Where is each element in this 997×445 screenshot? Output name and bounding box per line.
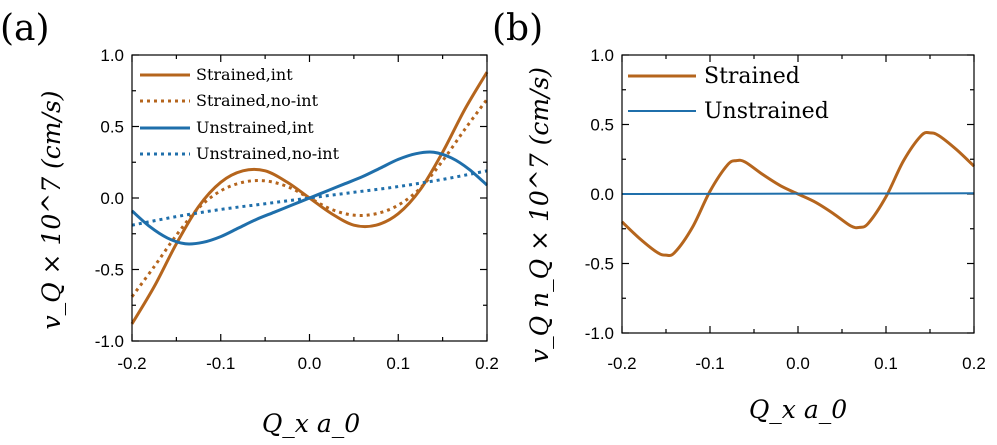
panel-a-ytick-label: -1.0 [95,332,124,351]
panel-b-tick-labels: 1.0 0.5 0.0 -0.5 -1.0 -0.2 -0.1 0.0 0.1 … [585,46,986,373]
panel-a-legend: Strained,int Strained,no-int Unstrained,… [140,65,340,163]
panel-a-ylabel: v_Q × 10^7 (cm/s) [37,90,66,329]
panel-a: (a) v_Q × 10^7 (cm/s) Q_x a_0 1.0 0.5 0.… [0,8,499,438]
panel-a-xtick-label: -0.2 [117,354,146,373]
panel-b-xtick-label: 0.1 [874,354,898,373]
panel-a-ytick-label: 1.0 [100,46,124,65]
series-line-unstrained-int [131,150,488,246]
panel-a-ytick-label: -0.5 [95,261,124,280]
panel-a-ytick-label: 0.5 [100,118,124,137]
panel-a-label: (a) [0,8,50,49]
panel-b-ylabel: v_Q n_Q × 10^7 (cm/s) [525,67,554,363]
series-line-unstrained-no-int [131,169,488,227]
panel-b-ytick-label: 0.0 [590,185,614,204]
legend-label-strained: Strained [704,64,800,89]
panel-b-legend: Strained Unstrained [628,64,829,124]
panel-a-xlabel: Q_x a_0 [262,409,360,438]
panel-b: (b) v_Q n_Q × 10^7 (cm/s) Q_x a_0 1.0 0.… [492,8,986,424]
panel-b-xlabel: Q_x a_0 [749,395,847,424]
panel-b-xtick-label: -0.2 [607,354,636,373]
legend-label-unstrained: Unstrained [704,99,829,124]
panel-a-tick-labels: 1.0 0.5 0.0 -0.5 -1.0 -0.2 -0.1 0.0 0.1 … [95,46,499,373]
panel-b-ytick-label: 1.0 [590,46,614,65]
panel-a-xtick-label: 0.0 [298,354,322,373]
panel-a-xtick-label: -0.1 [206,354,235,373]
legend-label-strained-no-int: Strained,no-int [196,91,319,110]
panel-b-xtick-label: 0.2 [962,354,986,373]
panel-b-ytick-label: -0.5 [585,255,614,274]
legend-label-unstrained-int: Unstrained,int [196,118,314,137]
panel-b-xtick-label: -0.1 [695,354,724,373]
panel-b-label: (b) [492,8,543,49]
panel-a-frame [131,54,488,342]
series-line-unstrained [621,192,975,195]
legend-label-strained-int: Strained,int [196,65,293,84]
panel-b-ytick-label: 0.5 [590,116,614,135]
panel-a-xtick-label: 0.1 [386,354,410,373]
panel-b-xtick-label: 0.0 [786,354,810,373]
panel-b-ytick-label: -1.0 [585,324,614,343]
panel-b-frame [621,54,975,334]
panel-b-series [620,130,976,258]
panel-a-xtick-label: 0.2 [475,354,499,373]
panel-a-series [130,71,489,325]
panel-a-ytick-label: 0.0 [100,189,124,208]
legend-label-unstrained-no-int: Unstrained,no-int [196,144,340,163]
